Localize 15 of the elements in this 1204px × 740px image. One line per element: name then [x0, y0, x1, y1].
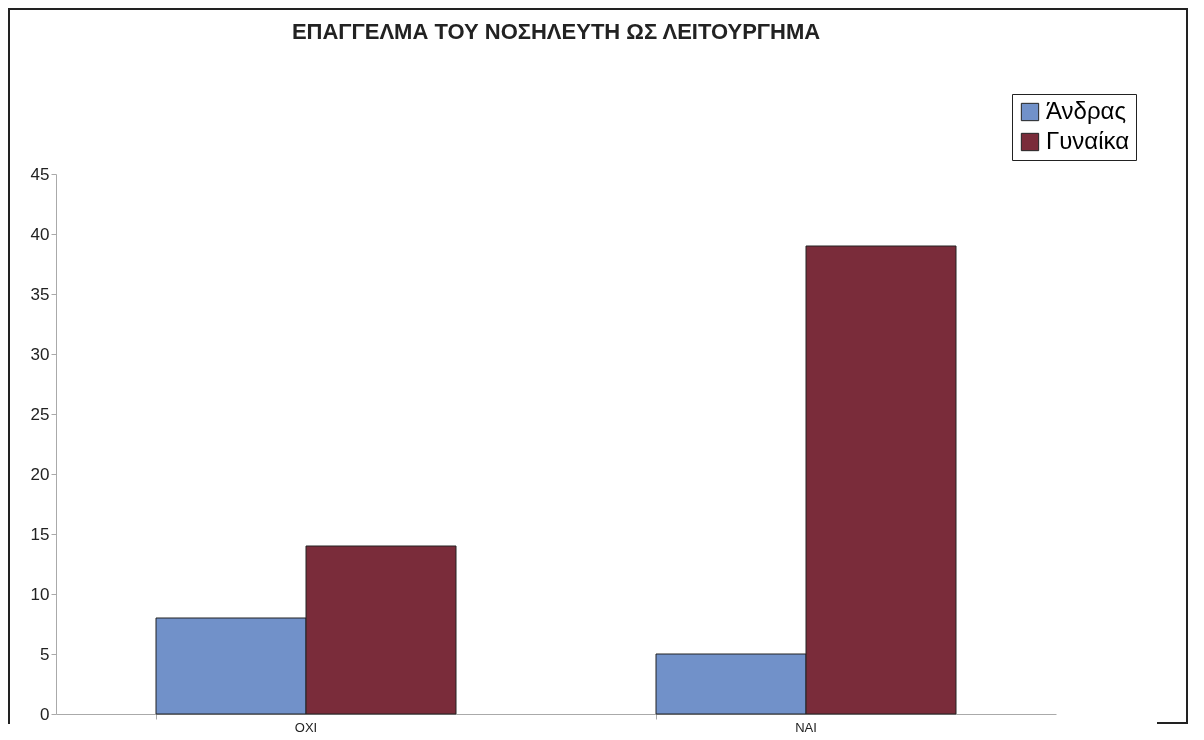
y-tick-label: 40: [30, 224, 50, 244]
chart-title: ΕΠΑΓΓΕΛΜΑ ΤΟΥ ΝΟΣΗΛΕΥΤΗ ΩΣ ΛΕΙΤΟΥΡΓΗΜΑ: [291, 18, 821, 44]
y-tick-label: 45: [30, 164, 50, 184]
y-tick-label: 0: [40, 704, 50, 724]
y-tick-label: 25: [30, 404, 50, 424]
y-tick-label: 10: [30, 584, 50, 604]
y-tick-label: 20: [30, 464, 50, 484]
x-tick-label: ΟΧΙ: [294, 719, 318, 735]
legend-label: Γυναίκα: [1046, 127, 1130, 154]
y-tick-label: 5: [40, 644, 50, 664]
y-tick-label: 15: [30, 524, 50, 544]
legend-label: Άνδρας: [1046, 97, 1127, 124]
y-tick-label: 35: [30, 284, 50, 304]
x-tick-label: ΝΑΙ: [795, 719, 817, 735]
y-tick-label: 30: [30, 344, 50, 364]
